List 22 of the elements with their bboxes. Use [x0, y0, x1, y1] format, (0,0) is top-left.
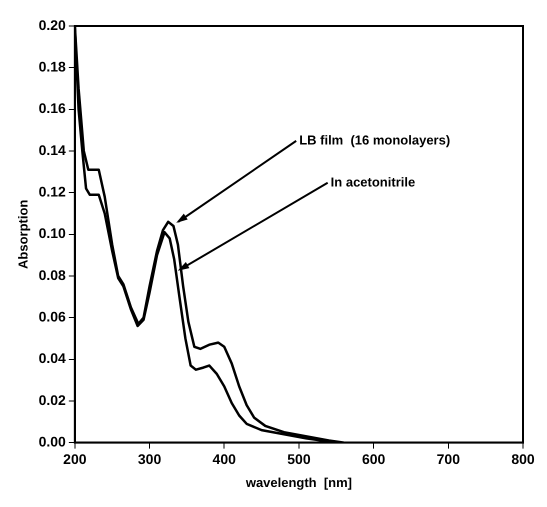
y-tick-label: 0.20	[38, 16, 66, 33]
y-tick-label: 0.06	[38, 308, 66, 324]
y-axis-title: Absorption	[15, 200, 30, 269]
x-tick-label: 500	[287, 450, 311, 467]
y-tick-label: 0.08	[38, 266, 66, 283]
y-tick-label: 0.16	[38, 100, 66, 116]
x-tick-label: 800	[511, 450, 535, 467]
x-tick-label: 300	[138, 450, 162, 467]
x-tick-label: 400	[212, 450, 236, 467]
x-tick-label: 700	[436, 450, 460, 467]
x-tick-label: 200	[63, 450, 87, 467]
x-axis-title: wavelength [nm]	[244, 474, 352, 490]
x-tick-label: 600	[362, 450, 386, 467]
y-tick-label: 0.14	[38, 142, 66, 158]
y-tick-label: 0.12	[38, 184, 66, 200]
y-tick-label: 0.18	[38, 58, 66, 75]
annotation: LB film (16 monolayers)	[299, 132, 450, 148]
annotation: In acetonitrile	[330, 174, 416, 190]
y-tick-label: 0.04	[38, 350, 66, 366]
y-tick-label: 0.00	[38, 433, 66, 450]
y-tick-label: 0.02	[38, 392, 66, 408]
y-tick-label: 0.10	[38, 225, 66, 242]
